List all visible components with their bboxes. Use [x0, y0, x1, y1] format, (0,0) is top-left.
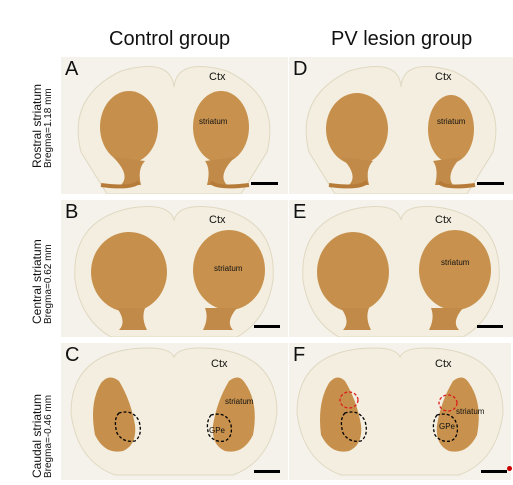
ctx-label: Ctx: [209, 71, 226, 83]
ctx-label: Ctx: [435, 71, 452, 83]
striatum-label: striatum: [199, 117, 228, 126]
brain-section-image: [77, 66, 271, 194]
row-bregma: Bregma=1.18 mm: [43, 88, 54, 168]
striatum-label: striatum: [225, 397, 254, 406]
brain-section-image: [70, 347, 278, 476]
panel-e: E Ctx striatum: [289, 200, 513, 337]
brain-section-image: [74, 206, 274, 337]
brain-section-image: [296, 347, 504, 476]
ctx-label: Ctx: [435, 358, 452, 370]
scale-bar: [254, 470, 280, 473]
striatum-label: striatum: [437, 117, 466, 126]
row-bregma: Bregma=0.62 mm: [43, 244, 54, 324]
scale-bar: [481, 470, 507, 473]
row-label-caudal: Caudal striatum Bregma=-0.46 mm: [30, 393, 55, 478]
ctx-label: Ctx: [209, 214, 226, 226]
row-region: Rostral striatum: [30, 83, 44, 168]
panel-c: C Ctx striatum GPe: [61, 343, 288, 480]
panel-label: F: [293, 344, 306, 366]
scale-bar: [477, 325, 503, 328]
striatum-label: striatum: [214, 264, 243, 273]
row-label-rostral: Rostral striatum Bregma=1.18 mm: [30, 83, 55, 168]
panel-label: E: [293, 201, 307, 223]
panel-label: C: [65, 344, 80, 366]
panel-label: A: [65, 58, 79, 80]
brain-section-image: [305, 66, 497, 194]
ctx-label: Ctx: [435, 214, 452, 226]
panel-d: D Ctx striatum: [289, 57, 513, 194]
gpe-label: GPe: [439, 422, 456, 431]
scale-bar: [254, 325, 280, 328]
gpe-label: GPe: [209, 426, 226, 435]
panel-label: B: [65, 201, 79, 223]
panel-label: D: [293, 58, 308, 80]
striatum-label: striatum: [456, 407, 485, 416]
red-dot-marker: [507, 466, 512, 471]
row-region: Caudal striatum: [30, 393, 44, 478]
scale-bar: [251, 182, 278, 185]
ctx-label: Ctx: [211, 358, 228, 370]
scale-bar: [477, 182, 504, 185]
row-label-central: Central striatum Bregma=0.62 mm: [30, 239, 55, 324]
brain-section-image: [302, 206, 500, 337]
column-header-control: Control group: [109, 28, 231, 50]
panel-b: B Ctx striatum: [61, 200, 288, 337]
panel-f: F Ctx striatum GPe: [289, 343, 511, 480]
row-bregma: Bregma=-0.46 mm: [43, 394, 54, 478]
striatum-label: striatum: [441, 258, 470, 267]
row-region: Central striatum: [30, 239, 44, 324]
panel-a: A Ctx striatum: [61, 57, 288, 194]
column-header-lesion: PV lesion group: [331, 28, 473, 50]
